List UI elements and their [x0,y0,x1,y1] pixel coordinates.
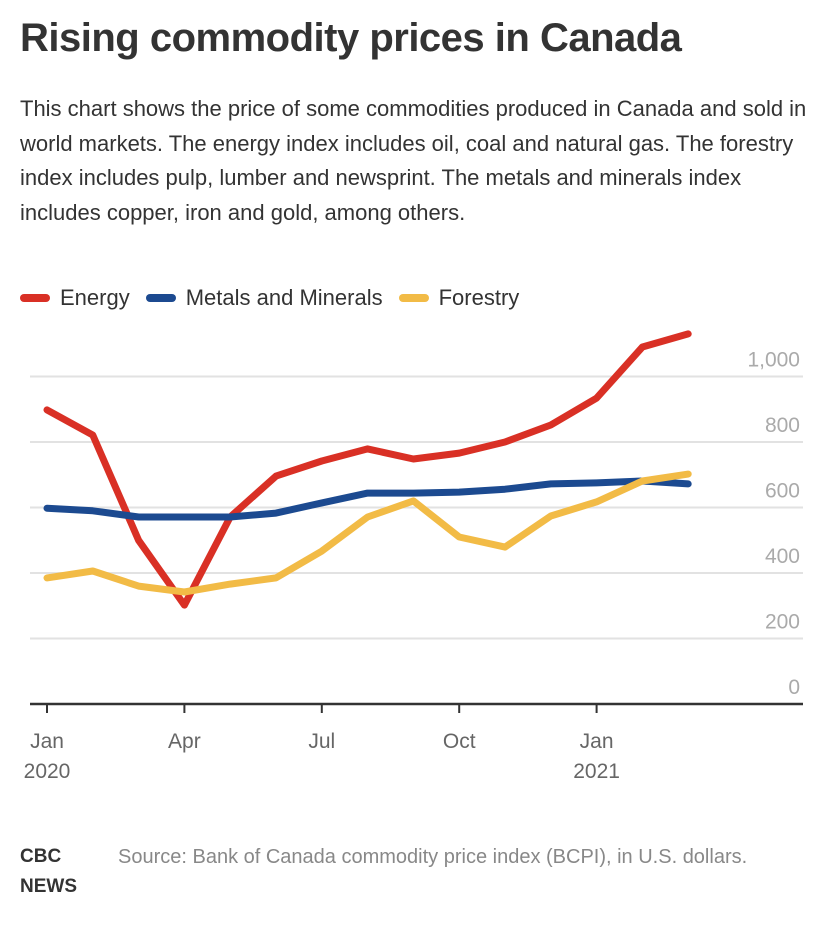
legend-swatch-forestry [398,294,429,302]
y-tick-label: 0 [788,676,800,699]
x-tick-year-label: 2020 [24,760,71,783]
legend-label-forestry: Forestry [438,285,520,310]
series-lines [43,330,692,609]
legend-item-energy: Energy [20,285,130,311]
legend-item-forestry: Forestry [398,285,520,311]
y-tick-label: 800 [765,414,800,437]
logo-line-2: NEWS [20,876,77,897]
legend-label-energy: Energy [60,285,130,310]
x-tick-label: Jul [308,730,335,753]
y-tick-label: 600 [765,480,800,503]
x-tick-label: Oct [443,730,476,753]
legend-label-metals: Metals and Minerals [185,285,383,310]
x-tick-label: Apr [168,730,201,753]
y-tick-label: 1,000 [747,349,800,372]
x-tick-label: Jan [30,730,64,753]
chart-title: Rising commodity prices in Canada [20,16,682,60]
cbc-news-logo: CBC NEWS [20,842,118,902]
x-tick-label: Jan [580,730,614,753]
footer: CBC NEWS Source: Bank of Canada commodit… [20,842,778,902]
y-axis-labels: 0 200 400 600 800 1,000 [747,349,800,700]
line-chart: Jan 2020 Apr Jul Oct Jan 2021 0 200 400 600 800 1,0… [24,330,803,783]
legend: Energy Metals and Minerals Forestry [20,285,535,311]
x-axis: Jan 2020 Apr Jul Oct Jan 2021 [24,702,803,783]
source-note: Source: Bank of Canada commodity price i… [118,846,748,868]
series-line-energy [43,330,692,609]
legend-item-metals: Metals and Minerals [145,285,383,311]
y-tick-label: 400 [765,545,800,568]
legend-swatch-energy [20,294,50,302]
legend-swatch-metals [145,294,176,302]
y-tick-label: 200 [765,611,800,634]
logo-line-1: CBC [20,846,62,867]
chart-description: This chart shows the price of some commo… [20,96,807,225]
x-tick-year-label: 2021 [573,760,620,783]
series-line-metals-and-minerals [43,477,692,521]
series-line-forestry [43,470,692,596]
